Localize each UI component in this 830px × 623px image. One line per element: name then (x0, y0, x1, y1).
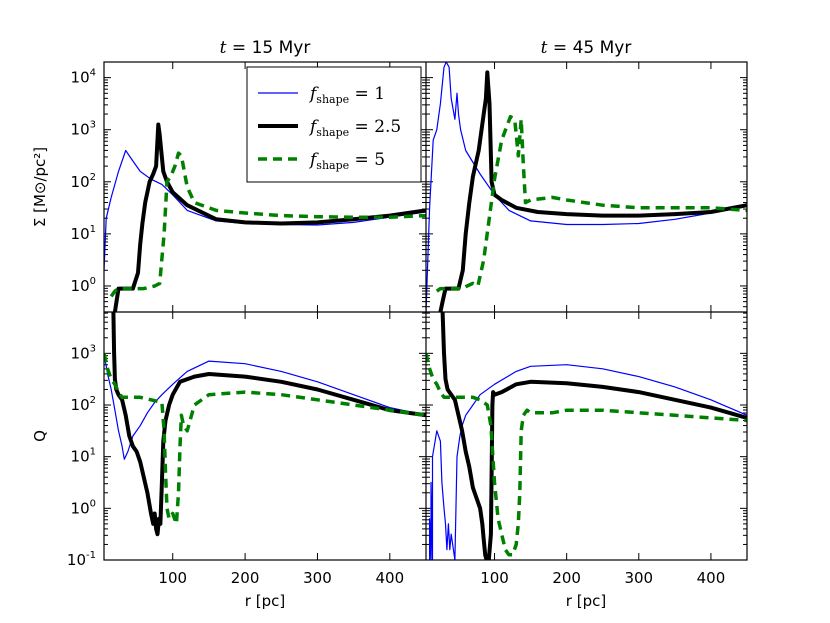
xlabel-left: r [pc] (245, 592, 285, 610)
legend-label-fshape-5: fshape = 5 (308, 150, 385, 172)
xlabel-right: r [pc] (566, 592, 606, 610)
title-right: t = 45 Myr (541, 38, 632, 58)
series-line-f-shape-1 (429, 364, 747, 560)
title-left: t = 15 Myr (220, 38, 311, 58)
series-line-f-shape-1 (104, 149, 426, 271)
ylabel-bottom: Q (31, 430, 49, 442)
series-line-f-shape-2-5 (438, 70, 747, 312)
series-layer (104, 62, 747, 560)
legend: fshape = 1 fshape = 2.5 fshape = 5 (246, 66, 422, 183)
series-line-f-shape-1 (426, 62, 747, 312)
series-line-f-shape-5 (435, 114, 747, 293)
x-tick-label: 300 (624, 569, 653, 587)
panel-sigma-0 (104, 122, 426, 312)
legend-label-fshape-1: fshape = 1 (308, 84, 385, 106)
ticks-layer: 100 200 300 400 100 200 300 400 100 101 102 103 104 1… (67, 62, 747, 587)
panel-sigma-1 (426, 62, 747, 312)
y-tick-label: 102 (71, 395, 96, 414)
ylabel-top: Σ [M⊙/pc²] (31, 147, 49, 227)
legend-label-fshape-2-5: fshape = 2.5 (308, 117, 401, 139)
series-line-f-shape-5 (109, 151, 426, 298)
series-line-f-shape-2-5 (440, 312, 747, 560)
series-line-f-shape-1 (104, 353, 426, 460)
x-tick-label: 400 (697, 569, 726, 587)
y-tick-label: 100 (71, 276, 96, 295)
y-tick-label: 104 (71, 68, 96, 87)
series-line-f-shape-2-5 (112, 122, 426, 312)
y-tick-label: 100 (71, 498, 96, 517)
x-tick-label: 200 (231, 569, 260, 587)
y-tick-label: 10-1 (67, 550, 96, 569)
x-tick-label: 100 (480, 569, 509, 587)
y-tick-label: 103 (71, 120, 96, 139)
x-tick-label: 400 (375, 569, 404, 587)
panel-q-1 (426, 312, 747, 560)
x-tick-label: 200 (552, 569, 581, 587)
y-tick-label: 102 (71, 172, 96, 191)
y-tick-label: 103 (71, 343, 96, 362)
legend-box (246, 66, 422, 183)
x-tick-label: 100 (158, 569, 187, 587)
y-tick-label: 101 (71, 447, 96, 466)
panel-q-0 (104, 312, 426, 537)
x-tick-label: 300 (303, 569, 332, 587)
series-line-f-shape-5 (104, 352, 426, 526)
series-line-f-shape-5 (426, 352, 747, 557)
y-tick-label: 101 (71, 224, 96, 243)
series-line-f-shape-2-5 (111, 312, 426, 537)
